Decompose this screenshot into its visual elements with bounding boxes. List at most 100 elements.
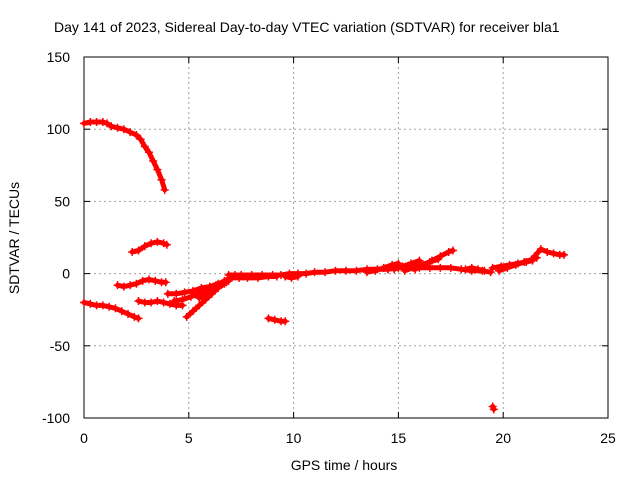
data-point-marker bbox=[321, 268, 330, 277]
data-point-marker bbox=[130, 312, 139, 321]
data-series-arc-18 bbox=[411, 246, 457, 274]
data-point-marker bbox=[134, 314, 143, 323]
data-point-marker bbox=[151, 276, 160, 285]
data-point-marker bbox=[182, 312, 191, 321]
data-point-marker bbox=[549, 249, 558, 258]
data-point-marker bbox=[153, 297, 162, 306]
data-series-arc-4 bbox=[113, 275, 170, 291]
data-point-marker bbox=[159, 298, 168, 307]
data-point-marker bbox=[113, 123, 122, 132]
x-tick-label: 0 bbox=[80, 430, 88, 446]
data-point-marker bbox=[188, 307, 197, 316]
data-point-marker bbox=[161, 278, 170, 287]
data-point-marker bbox=[302, 269, 311, 278]
y-axis-label: SDTVAR / TECUs bbox=[6, 182, 22, 294]
y-tick-label: 100 bbox=[47, 121, 71, 137]
data-point-marker bbox=[520, 258, 529, 267]
data-series-arc-12 bbox=[281, 272, 302, 282]
data-point-marker bbox=[186, 292, 195, 301]
data-point-marker bbox=[461, 265, 470, 274]
data-point-marker bbox=[411, 265, 420, 274]
data-point-marker bbox=[530, 252, 539, 261]
data-series-arc-21 bbox=[495, 253, 541, 275]
data-point-marker bbox=[132, 130, 141, 139]
data-point-marker bbox=[144, 148, 153, 157]
data-point-marker bbox=[207, 286, 216, 295]
data-point-marker bbox=[153, 237, 162, 246]
y-tick-label: -100 bbox=[42, 410, 70, 426]
data-series-arc-19 bbox=[461, 263, 489, 275]
data-point-marker bbox=[390, 265, 399, 274]
data-point-marker bbox=[243, 273, 252, 282]
data-point-marker bbox=[144, 275, 153, 284]
data-point-marker bbox=[134, 246, 143, 255]
data-point-marker bbox=[371, 266, 380, 275]
data-point-marker bbox=[117, 307, 126, 316]
data-point-marker bbox=[264, 314, 273, 323]
data-point-marker bbox=[140, 242, 149, 251]
data-point-marker bbox=[536, 245, 545, 254]
data-series-arc-2 bbox=[128, 237, 171, 256]
data-point-marker bbox=[153, 165, 162, 174]
data-point-marker bbox=[270, 315, 279, 324]
data-point-marker bbox=[157, 175, 166, 184]
data-point-marker bbox=[342, 266, 350, 275]
tick-layer: 0 5 10 15 20 25 150 100 50 0 -50 -100 bbox=[42, 49, 616, 446]
x-tick-label: 5 bbox=[185, 430, 193, 446]
data-point-marker bbox=[489, 405, 498, 414]
data-point-marker bbox=[444, 247, 453, 256]
data-point-marker bbox=[511, 260, 520, 269]
data-point-marker bbox=[281, 317, 290, 326]
data-point-marker bbox=[80, 119, 88, 128]
data-point-marker bbox=[162, 240, 171, 249]
series-trace bbox=[391, 258, 422, 272]
series-trace bbox=[81, 300, 141, 321]
data-point-marker bbox=[165, 299, 174, 308]
data-series-arc-11 bbox=[226, 272, 281, 282]
data-point-marker bbox=[178, 295, 187, 304]
data-point-marker bbox=[126, 128, 135, 137]
data-point-marker bbox=[226, 273, 235, 282]
data-point-marker bbox=[170, 297, 179, 306]
data-point-marker bbox=[495, 266, 504, 275]
data-point-marker bbox=[147, 298, 156, 307]
chart-title: Day 141 of 2023, Sidereal Day-to-day VTE… bbox=[54, 19, 560, 35]
data-point-marker bbox=[119, 282, 128, 291]
data-point-marker bbox=[119, 125, 128, 134]
x-axis-label: GPS time / hours bbox=[291, 457, 398, 473]
plot-frame bbox=[83, 56, 609, 419]
y-tick-label: 50 bbox=[54, 193, 70, 209]
x-tick-label: 25 bbox=[600, 430, 616, 446]
data-point-marker bbox=[235, 273, 244, 282]
data-point-marker bbox=[103, 119, 112, 128]
data-point-marker bbox=[331, 266, 340, 275]
data-point-marker bbox=[105, 302, 114, 311]
data-point-marker bbox=[480, 266, 489, 275]
data-point-marker bbox=[398, 262, 407, 271]
data-point-marker bbox=[98, 301, 107, 310]
data-point-marker bbox=[427, 256, 436, 265]
data-point-marker bbox=[272, 272, 281, 281]
data-point-marker bbox=[195, 301, 204, 310]
y-tick-label: -50 bbox=[50, 338, 70, 354]
data-point-marker bbox=[446, 263, 455, 272]
data-point-marker bbox=[136, 135, 145, 144]
data-point-marker bbox=[86, 299, 95, 308]
data-point-marker bbox=[287, 273, 296, 282]
data-point-marker bbox=[467, 263, 476, 272]
x-tick-label: 10 bbox=[286, 430, 302, 446]
data-point-marker bbox=[107, 122, 116, 131]
data-point-marker bbox=[172, 289, 181, 298]
data-point-marker bbox=[201, 291, 210, 300]
data-point-marker bbox=[128, 247, 137, 256]
data-point-marker bbox=[214, 282, 223, 291]
data-point-marker bbox=[436, 263, 445, 272]
data-point-marker bbox=[163, 289, 172, 298]
data-point-marker bbox=[293, 272, 302, 281]
data-point-marker bbox=[126, 281, 135, 290]
data-point-marker bbox=[80, 298, 88, 307]
data-point-marker bbox=[180, 288, 189, 297]
data-point-marker bbox=[264, 272, 273, 281]
data-point-marker bbox=[543, 247, 552, 256]
